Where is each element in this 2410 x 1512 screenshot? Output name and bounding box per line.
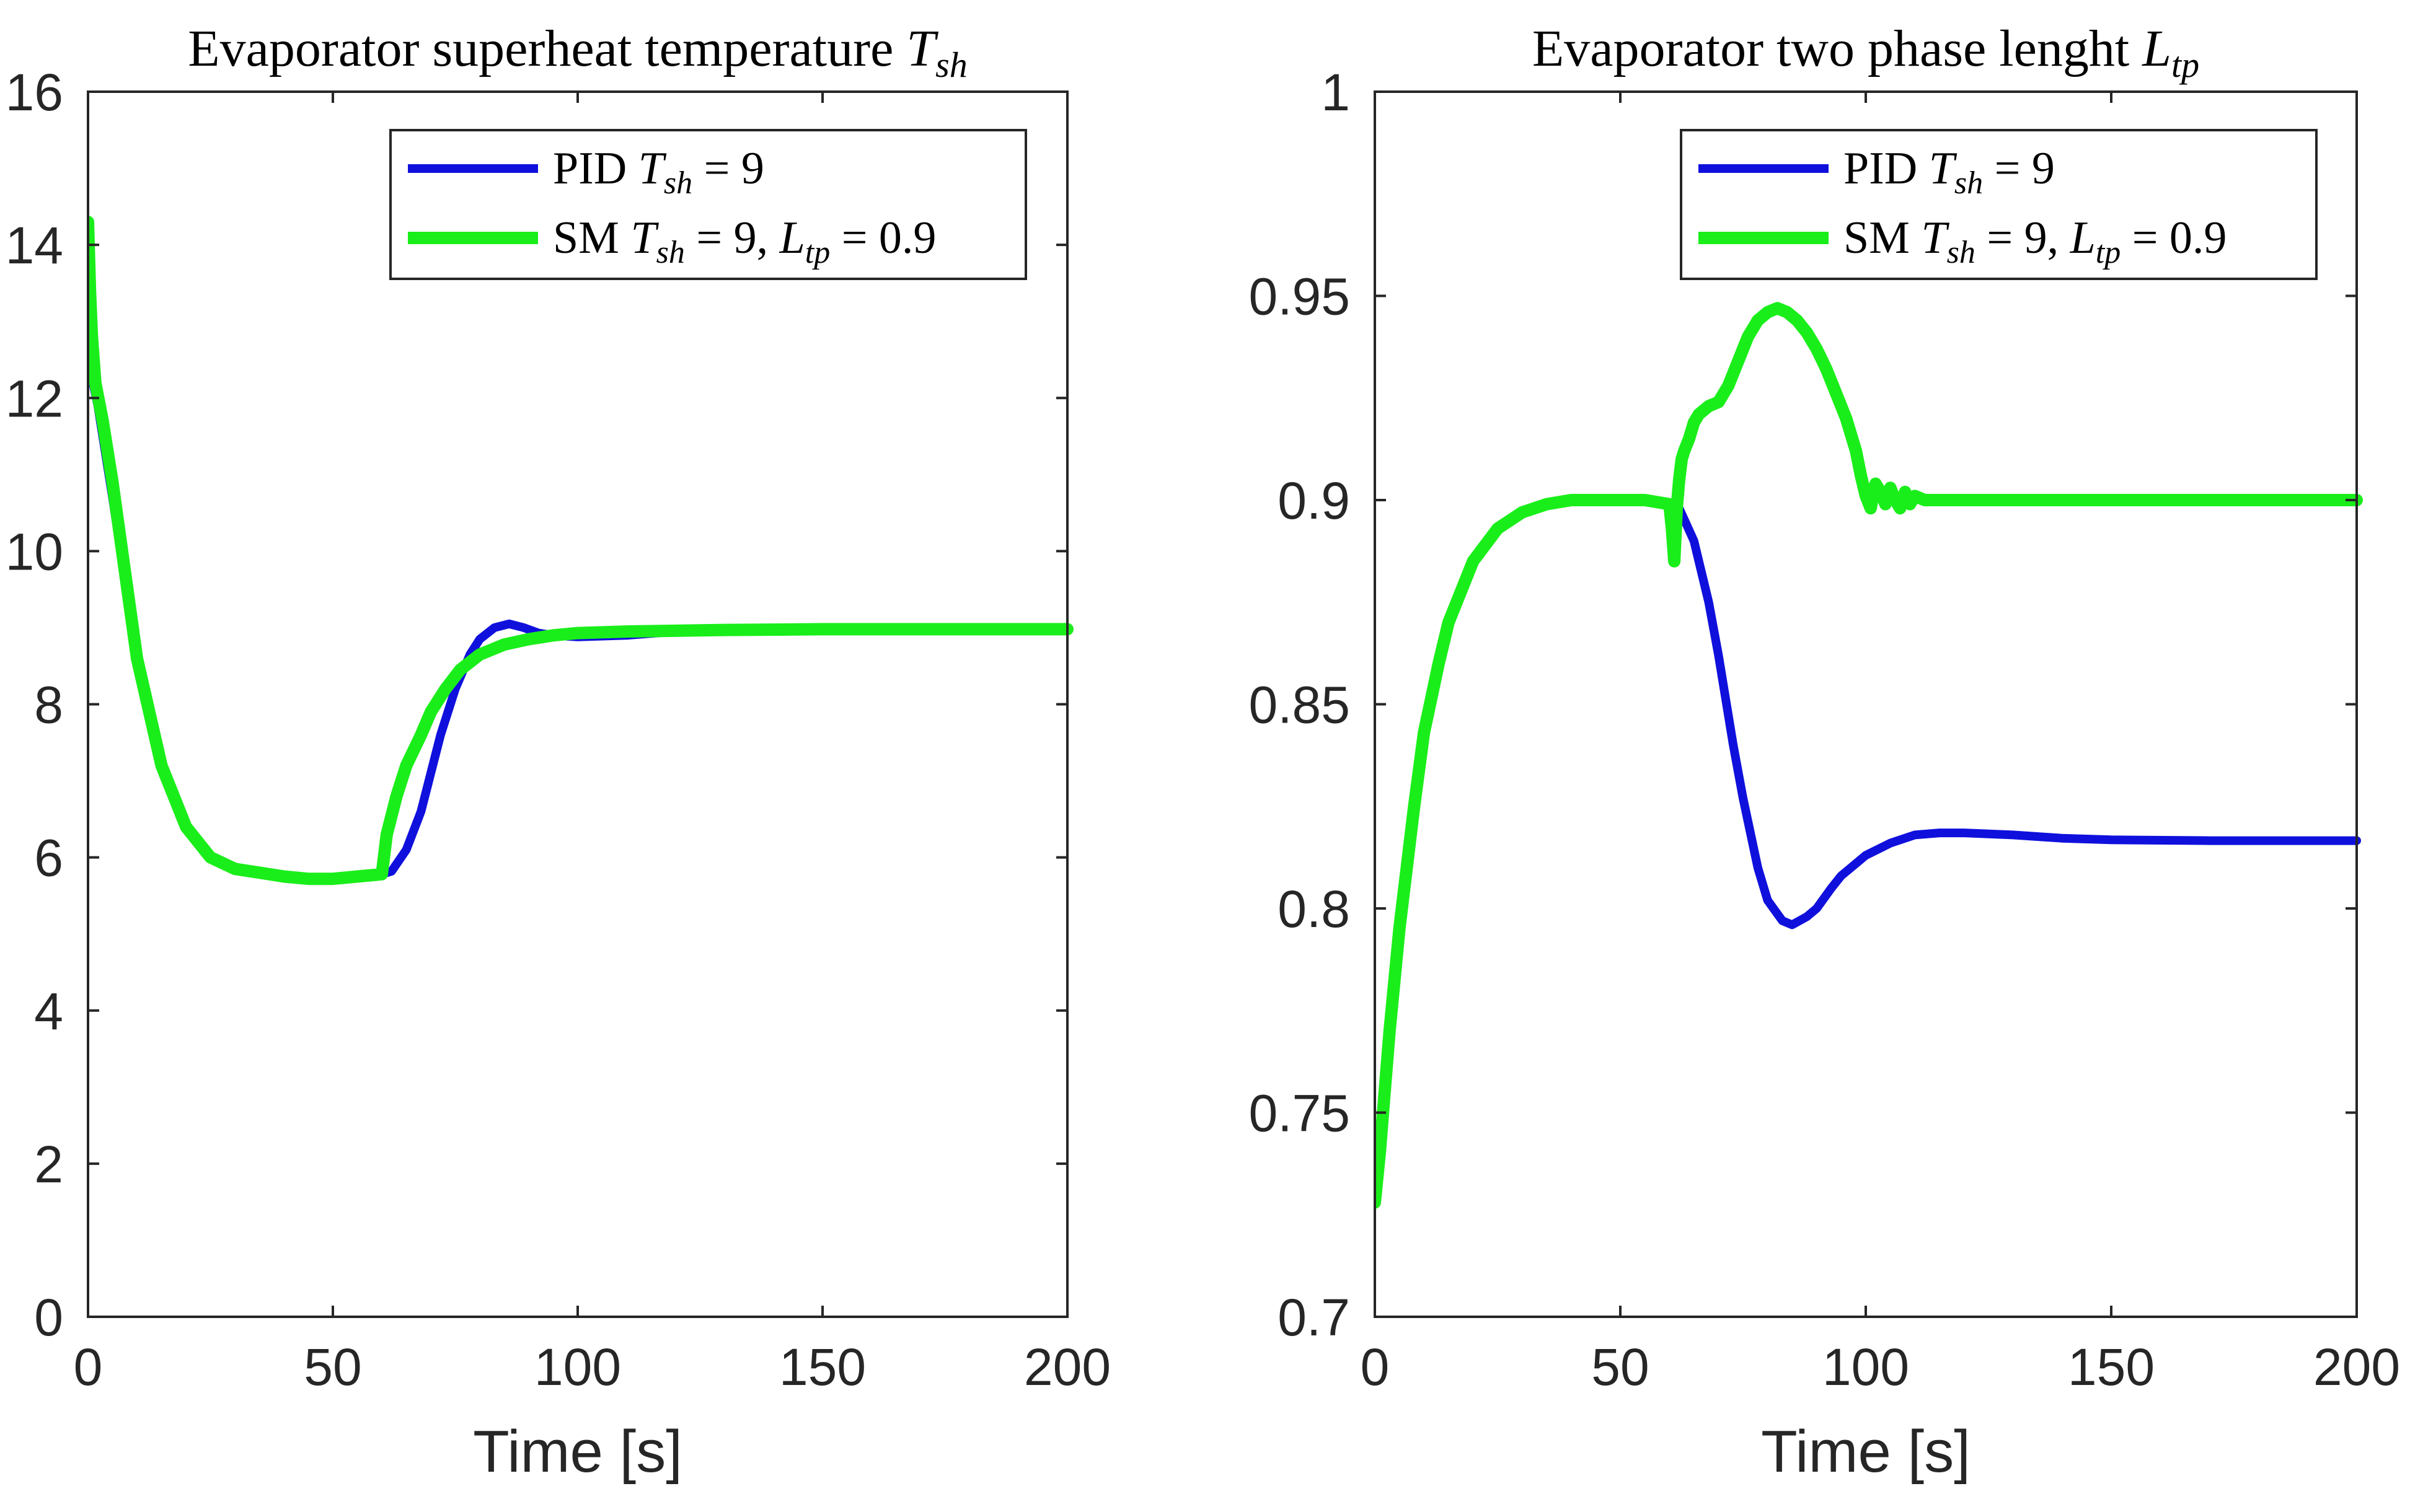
legend-label-sm: SM Tsh = 9, Ltp = 0.9 bbox=[1843, 213, 2227, 270]
y-tick-label: 4 bbox=[34, 982, 63, 1040]
y-tick-label: 0.7 bbox=[1278, 1288, 1350, 1347]
y-tick-label: 0.85 bbox=[1249, 676, 1351, 734]
x-tick-label: 0 bbox=[74, 1338, 103, 1396]
legend-box bbox=[389, 129, 1027, 280]
y-tick-label: 0.9 bbox=[1278, 472, 1350, 530]
series-group bbox=[88, 216, 1074, 886]
series-line-sm bbox=[1375, 302, 2363, 1209]
legend-label-pid: PID Tsh = 9 bbox=[553, 143, 764, 201]
chart-panel-superheat: 0 50 100 150 200 0 2 4 6 8 10 12 14 16 Time [s] Evapora… bbox=[6, 20, 1111, 1485]
legend-label-pid: PID Tsh = 9 bbox=[1843, 143, 2055, 201]
legend: PID Tsh = 9 SM Tsh = 9, Ltp = 0.9 bbox=[389, 129, 1027, 280]
chart-panel-two-phase-length: 0 50 100 150 200 0.7 0.75 0.8 0.85 0.9 0.95 1 Time [… bbox=[1249, 20, 2401, 1485]
x-axis-label: Time [s] bbox=[473, 1418, 682, 1485]
y-tick-label: 16 bbox=[6, 63, 63, 121]
legend-label-sm: SM Tsh = 9, Ltp = 0.9 bbox=[553, 213, 936, 270]
x-tick-label: 200 bbox=[2313, 1338, 2400, 1396]
x-tick-label: 100 bbox=[534, 1338, 621, 1396]
x-tick-label: 150 bbox=[2068, 1338, 2155, 1396]
y-tick-label: 1 bbox=[1321, 63, 1350, 121]
y-tick-label: 8 bbox=[34, 676, 63, 734]
y-tick-label: 0.8 bbox=[1278, 880, 1350, 938]
x-tick-label: 50 bbox=[304, 1338, 361, 1396]
x-axis-label: Time [s] bbox=[1761, 1418, 1971, 1485]
legend-box bbox=[1680, 129, 2318, 280]
y-tick-label: 2 bbox=[34, 1135, 63, 1193]
y-tick-label: 6 bbox=[34, 829, 63, 887]
x-tick-label: 150 bbox=[779, 1338, 866, 1396]
legend: PID Tsh = 9 SM Tsh = 9, Ltp = 0.9 bbox=[1680, 129, 2318, 280]
y-tick-label: 0.95 bbox=[1249, 268, 1351, 326]
x-tick-label: 0 bbox=[1361, 1338, 1390, 1396]
x-tick-label: 100 bbox=[1822, 1338, 1909, 1396]
y-tick-label: 0 bbox=[34, 1288, 63, 1347]
x-tick-label: 200 bbox=[1024, 1338, 1111, 1396]
chart-title: Evaporator superheat temperature Tsh bbox=[188, 20, 967, 85]
y-tick-label: 0.75 bbox=[1249, 1084, 1351, 1143]
y-tick-label: 10 bbox=[6, 522, 63, 581]
chart-title: Evaporator two phase lenght Ltp bbox=[1532, 20, 2199, 85]
series-group bbox=[1375, 302, 2363, 1209]
y-tick-label: 12 bbox=[6, 369, 63, 428]
y-tick-label: 14 bbox=[6, 216, 63, 275]
series-line-sm bbox=[88, 216, 1074, 886]
x-tick-label: 50 bbox=[1591, 1338, 1649, 1396]
